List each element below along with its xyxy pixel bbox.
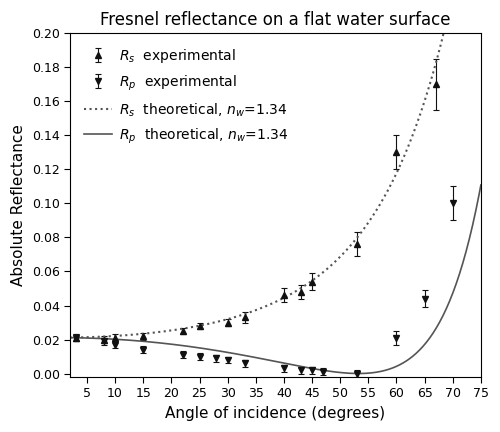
X-axis label: Angle of incidence (degrees): Angle of incidence (degrees): [166, 406, 386, 421]
Y-axis label: Absolute Reflectance: Absolute Reflectance: [11, 124, 26, 286]
$R_p$  theoretical, $n_w$=1.34: [404, 358, 410, 363]
$R_s$  theoretical, $n_w$=1.34: [312, 276, 318, 282]
$R_s$  theoretical, $n_w$=1.34: [290, 291, 296, 296]
$R_p$  theoretical, $n_w$=1.34: [262, 357, 268, 362]
$R_s$  theoretical, $n_w$=1.34: [404, 147, 410, 152]
$R_s$  theoretical, $n_w$=1.34: [262, 304, 268, 309]
Line: $R_p$  theoretical, $n_w$=1.34: $R_p$ theoretical, $n_w$=1.34: [70, 185, 481, 374]
$R_p$  theoretical, $n_w$=1.34: [264, 357, 270, 362]
Title: Fresnel reflectance on a flat water surface: Fresnel reflectance on a flat water surf…: [100, 11, 451, 29]
$R_p$  theoretical, $n_w$=1.34: [290, 362, 296, 367]
$R_p$  theoretical, $n_w$=1.34: [67, 335, 73, 340]
$R_s$  theoretical, $n_w$=1.34: [67, 335, 73, 340]
Line: $R_s$  theoretical, $n_w$=1.34: $R_s$ theoretical, $n_w$=1.34: [70, 0, 481, 337]
$R_p$  theoretical, $n_w$=1.34: [478, 182, 484, 187]
$R_p$  theoretical, $n_w$=1.34: [312, 366, 318, 372]
Legend: $R_s$  experimental, $R_p$  experimental, $R_s$  theoretical, $n_w$=1.34, $R_p$ : $R_s$ experimental, $R_p$ experimental, …: [77, 40, 295, 153]
$R_p$  theoretical, $n_w$=1.34: [355, 371, 361, 376]
$R_p$  theoretical, $n_w$=1.34: [469, 226, 475, 231]
$R_s$  theoretical, $n_w$=1.34: [264, 303, 270, 308]
